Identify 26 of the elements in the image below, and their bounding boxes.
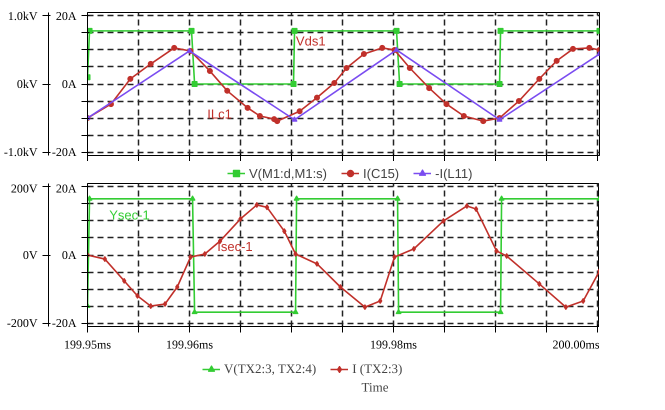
legend-label: V(TX2:3, TX2:4): [224, 361, 316, 377]
x-tick-label: 199.95ms: [64, 338, 112, 352]
x-tick-label: 199.98ms: [370, 338, 418, 352]
y-tick-label: -20A: [52, 316, 77, 330]
legend-label: I(C15): [363, 165, 400, 181]
annotation: Isec-1: [217, 238, 253, 254]
y2-tick-label: -1.0kV: [4, 145, 38, 160]
legend-label: I (TX2:3): [352, 361, 402, 377]
x-tick-label: 199.96ms: [166, 338, 214, 352]
x-axis-title: Time: [362, 380, 389, 394]
y2-tick-label: 0V: [22, 248, 38, 262]
annotation: Vds1: [296, 34, 326, 49]
annotation: ILc1: [207, 106, 232, 122]
y-tick-label: 0A: [62, 77, 77, 91]
y-tick-label: -20A: [52, 145, 77, 160]
y2-tick-label: -200V: [6, 316, 38, 330]
legend-label: -I(L11): [435, 165, 472, 181]
annotation: Ysec-1: [109, 207, 150, 222]
y-tick-label: 20A: [56, 182, 77, 196]
y2-tick-label: 0kV: [16, 77, 38, 91]
x-tick-label: 200.00ms: [552, 338, 600, 352]
y2-tick-label: 200V: [10, 182, 38, 196]
y2-tick-label: 1.0kV: [8, 8, 38, 23]
y-tick-label: 0A: [62, 248, 77, 262]
y-tick-label: 20A: [56, 8, 77, 23]
legend-label: V(M1:d,M1:s): [249, 165, 328, 181]
